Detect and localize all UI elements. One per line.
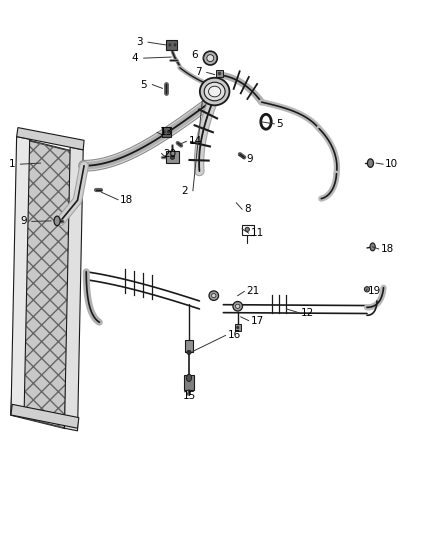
Text: 18: 18 <box>381 244 394 254</box>
Text: 9: 9 <box>247 154 253 164</box>
Text: 17: 17 <box>251 316 264 326</box>
Text: 18: 18 <box>120 195 134 205</box>
Text: 7: 7 <box>195 68 201 77</box>
Ellipse shape <box>367 159 374 167</box>
Ellipse shape <box>370 243 375 251</box>
Text: 15: 15 <box>182 391 196 401</box>
Text: 12: 12 <box>301 308 314 318</box>
Text: 13: 13 <box>159 127 173 138</box>
Bar <box>215 70 223 77</box>
Polygon shape <box>17 127 84 150</box>
Text: 20: 20 <box>164 149 177 158</box>
Text: 16: 16 <box>228 330 241 341</box>
Polygon shape <box>64 147 83 431</box>
Bar <box>185 340 193 352</box>
Text: 9: 9 <box>20 216 27 227</box>
Ellipse shape <box>169 43 171 46</box>
Text: 5: 5 <box>141 79 147 90</box>
Text: 10: 10 <box>385 159 399 169</box>
Ellipse shape <box>208 86 221 97</box>
Text: 19: 19 <box>368 286 381 296</box>
Ellipse shape <box>200 78 230 106</box>
Polygon shape <box>11 139 78 428</box>
Ellipse shape <box>207 55 214 62</box>
Text: 8: 8 <box>244 204 251 214</box>
Text: 4: 4 <box>132 53 138 63</box>
Ellipse shape <box>203 51 217 65</box>
Ellipse shape <box>364 287 370 292</box>
Ellipse shape <box>245 227 250 231</box>
Ellipse shape <box>167 130 170 133</box>
Ellipse shape <box>170 155 175 159</box>
Bar <box>235 324 241 331</box>
Text: 11: 11 <box>251 228 264 238</box>
Text: 3: 3 <box>136 37 143 47</box>
Text: 14: 14 <box>188 136 202 147</box>
Ellipse shape <box>54 216 60 225</box>
Ellipse shape <box>233 302 243 311</box>
Text: 1: 1 <box>9 159 15 169</box>
Text: 21: 21 <box>247 286 260 296</box>
Ellipse shape <box>218 71 221 75</box>
Ellipse shape <box>236 326 239 329</box>
Bar <box>162 127 171 136</box>
Polygon shape <box>11 405 79 428</box>
Text: 5: 5 <box>276 119 283 129</box>
Text: 2: 2 <box>181 185 187 196</box>
Bar <box>184 375 194 390</box>
Ellipse shape <box>186 374 191 382</box>
Ellipse shape <box>187 350 191 354</box>
Ellipse shape <box>236 304 240 309</box>
Ellipse shape <box>204 82 225 101</box>
Ellipse shape <box>212 294 216 298</box>
Polygon shape <box>11 136 30 418</box>
Ellipse shape <box>209 291 219 301</box>
Ellipse shape <box>162 130 166 133</box>
Bar <box>166 39 177 50</box>
Bar <box>166 151 179 163</box>
Ellipse shape <box>174 43 177 46</box>
Bar <box>242 225 254 235</box>
Text: 6: 6 <box>191 51 198 60</box>
